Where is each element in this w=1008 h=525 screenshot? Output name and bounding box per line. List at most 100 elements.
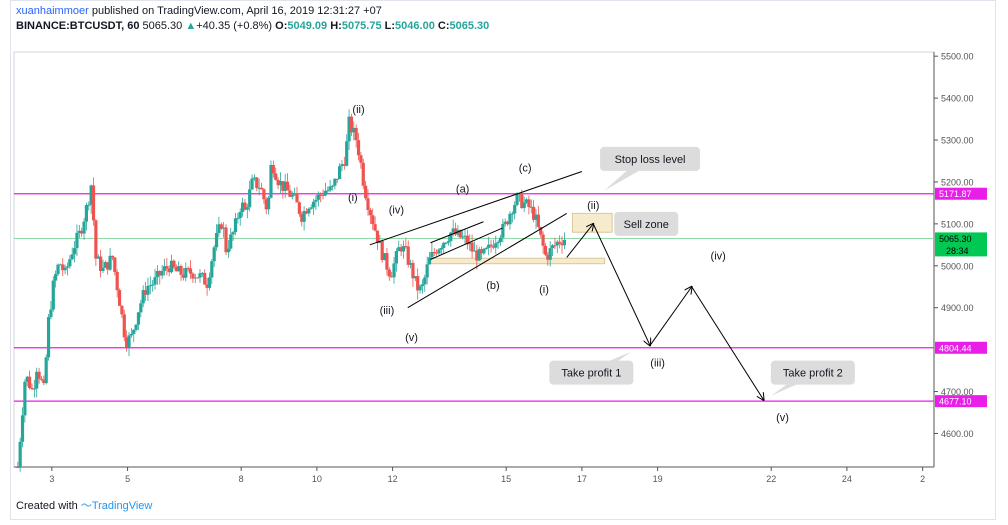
close-value: 5065.30 [449, 20, 490, 32]
callout-box [770, 360, 855, 385]
low-label: L: [384, 20, 396, 32]
projection-arrow [649, 287, 692, 346]
y-tick-label: 4600.00 [941, 429, 974, 439]
candle-body [513, 204, 517, 214]
candle-body [18, 441, 22, 468]
projection-arrow [592, 223, 650, 346]
candle-body [508, 213, 512, 225]
candle-body [148, 285, 152, 287]
candle-body [387, 269, 391, 277]
candle-body [290, 194, 294, 197]
candle-body [255, 177, 259, 188]
support-zone-box [428, 257, 606, 265]
level-tag [935, 395, 987, 408]
candle-body [401, 246, 406, 252]
candle-body [106, 262, 110, 270]
candle-body [103, 262, 107, 268]
last-price-tag-label: 5065.30 [939, 234, 972, 244]
candle-body [359, 155, 363, 163]
candle-body [356, 140, 361, 156]
candle-body [58, 264, 62, 266]
candle-body [337, 166, 342, 180]
candle-body [63, 267, 67, 271]
candle-body [238, 211, 242, 219]
candle-body [226, 248, 230, 253]
candle-body [28, 376, 32, 388]
candle-body [224, 227, 228, 253]
candle-body [430, 251, 434, 258]
candle-body [477, 249, 481, 261]
candle-body [125, 337, 129, 348]
candle-body [366, 198, 370, 210]
x-tick-label: 19 [653, 474, 663, 484]
x-tick-label: 12 [388, 474, 398, 484]
x-tick-label: 17 [577, 474, 587, 484]
candle-body [373, 224, 377, 231]
projection-arrow [566, 224, 594, 258]
candle-body [529, 206, 533, 208]
candle-body [186, 267, 190, 269]
candle-body [413, 276, 417, 279]
candle-body [475, 250, 479, 261]
level-tag [935, 341, 987, 354]
wave-label: (i) [539, 284, 549, 296]
candle-body [390, 276, 394, 278]
y-tick-label: 5300.00 [941, 136, 974, 146]
created-with-label: Created with [16, 500, 78, 512]
callout-label: Sell zone [624, 219, 669, 231]
candle-body [248, 189, 252, 208]
candle-body [120, 305, 124, 315]
candle-body [302, 211, 306, 222]
candle-body [345, 141, 349, 166]
candle-body [169, 260, 174, 273]
candle-body [510, 213, 514, 215]
candle-body [314, 199, 318, 202]
candle-body [472, 250, 477, 252]
candle-body [546, 254, 550, 260]
channel-line [369, 170, 583, 246]
candle-body [56, 264, 60, 275]
author-link[interactable]: xuanhaimmoer [16, 5, 89, 17]
tradingview-brand[interactable]: TradingView [91, 500, 153, 512]
candle-body [307, 208, 311, 214]
candle-body [143, 290, 148, 295]
candle-body [463, 235, 467, 237]
candle-body [167, 268, 171, 273]
symbol-label: BINANCE:BTCUSDT, 60 [16, 20, 140, 32]
wave-label: (v) [776, 412, 789, 424]
callout-label: Take profit 2 [783, 368, 843, 380]
candle-body [278, 181, 283, 186]
x-tick-label: 5 [125, 474, 130, 484]
candle-body [532, 206, 536, 220]
candle-body [158, 270, 162, 276]
candle-body [326, 190, 330, 192]
candle-body [276, 179, 280, 186]
candle-body [32, 388, 36, 390]
candle-body [522, 202, 526, 209]
candle-body [205, 284, 209, 288]
x-tick-label: 22 [766, 474, 776, 484]
candle-body [281, 181, 285, 191]
candle-body [378, 240, 382, 244]
candle-body [380, 240, 384, 261]
y-tick-label: 4900.00 [941, 303, 974, 313]
candle-body [196, 277, 200, 279]
candle-body [233, 218, 238, 233]
candle-body [162, 266, 167, 271]
high-value: 5075.75 [341, 20, 382, 32]
x-tick-label: 24 [842, 474, 852, 484]
candle-body [174, 267, 178, 272]
candle-body [127, 335, 131, 348]
candle-body [304, 211, 309, 214]
y-tick-label: 5400.00 [941, 94, 974, 104]
open-value: 5049.09 [287, 20, 328, 32]
candle-body [543, 245, 548, 255]
candle-body [91, 185, 96, 221]
candle-body [117, 290, 122, 306]
footer: Created with 〜TradingView [16, 497, 152, 513]
candle-body [323, 190, 327, 196]
candle-body [61, 264, 65, 271]
open-label: O: [275, 20, 288, 32]
candle-body [80, 230, 84, 234]
